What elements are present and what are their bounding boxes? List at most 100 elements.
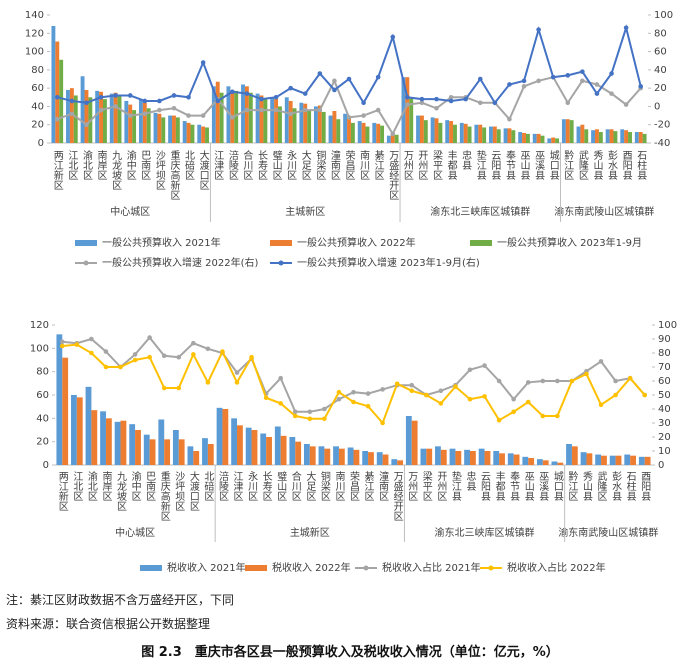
legend-swatch (270, 240, 292, 246)
bar (172, 430, 179, 465)
bar (324, 448, 331, 465)
bar (178, 439, 185, 465)
bar (226, 86, 231, 143)
bar (321, 111, 326, 143)
line-marker (565, 100, 571, 106)
bar (274, 426, 281, 465)
line-marker (317, 107, 323, 113)
x-tick-label: 綦江区 (372, 149, 384, 180)
chart: 020406080100120140-40-20020406080100两江新区… (25, 10, 677, 574)
bar (365, 126, 370, 143)
bar (343, 113, 348, 143)
bar (507, 128, 512, 143)
bar (547, 138, 552, 143)
line-marker (273, 94, 279, 100)
y-tick-label: 80 (31, 65, 44, 76)
bar (478, 124, 483, 143)
x-tick-label: 梁平区 (420, 470, 432, 501)
line-marker (127, 113, 133, 118)
y2-tick-label: 80 (654, 28, 667, 39)
x-tick-label: 云阳县 (479, 471, 491, 502)
bar (598, 132, 603, 143)
line-marker (409, 382, 415, 388)
y2-tick-label: -40 (654, 138, 670, 149)
bar (380, 125, 385, 143)
bar (124, 100, 129, 143)
line-marker (317, 71, 323, 76)
legend-label: 税收收入 2022年 (272, 561, 351, 574)
bar (274, 99, 279, 143)
bar (318, 446, 325, 465)
x-tick-label: 丰都县 (493, 470, 505, 502)
line-marker (642, 392, 648, 398)
legend-label: 税收收入 2021年 (167, 561, 246, 574)
bar (284, 97, 289, 143)
bar (201, 126, 206, 143)
legend-label: 一般公共预算收入 2022年 (297, 236, 416, 249)
bar (453, 124, 457, 143)
x-tick-label: 渝北区 (85, 470, 97, 501)
line-marker (171, 105, 177, 111)
bar (85, 386, 92, 465)
line-marker (191, 352, 196, 357)
y2-tick-label: 10 (658, 446, 671, 457)
y2-tick-label: 90 (658, 334, 671, 345)
line-marker (322, 406, 327, 412)
line-marker (230, 89, 235, 95)
line-marker (375, 107, 381, 113)
bar (197, 124, 202, 143)
bar (644, 456, 651, 465)
bar (245, 427, 252, 465)
x-tick-label: 铜梁区 (318, 471, 330, 501)
x-tick-label: 城口县 (551, 471, 563, 502)
bar (102, 99, 107, 143)
x-tick-label: 大渡口区 (197, 149, 209, 190)
x-tick-label: 九龙坡区 (110, 150, 122, 190)
line-marker (54, 94, 60, 100)
bar (338, 448, 345, 465)
line-marker (477, 100, 483, 106)
x-tick-label: 北碚区 (183, 150, 195, 180)
bar (161, 117, 166, 143)
bar (566, 444, 572, 465)
bar (416, 115, 420, 143)
bar (51, 25, 56, 143)
bar (332, 111, 337, 143)
x-tick-label: 长寿区 (260, 471, 272, 501)
bar (222, 409, 229, 465)
bar (187, 446, 194, 465)
bar (419, 115, 424, 143)
bar (84, 89, 89, 143)
x-tick-label: 潼南区 (377, 470, 389, 501)
line-marker (288, 111, 293, 117)
bar (630, 455, 636, 465)
bar (266, 437, 272, 465)
bar (91, 410, 98, 465)
x-tick-label: 万盛经开区 (391, 471, 403, 521)
bar (518, 132, 523, 143)
line-marker (361, 100, 366, 106)
line-marker (54, 116, 60, 122)
line-marker (161, 385, 167, 391)
bar (353, 449, 360, 465)
bar (66, 89, 70, 143)
y-tick-label: 60 (31, 83, 44, 94)
line-marker (463, 96, 468, 102)
line-marker (103, 364, 109, 370)
bar (357, 121, 362, 143)
x-tick-label: 两江新区 (56, 471, 68, 511)
line-marker (375, 74, 381, 80)
y-tick-label: 20 (36, 437, 49, 448)
bar (561, 119, 566, 143)
line-marker (278, 401, 283, 406)
bar (542, 460, 549, 465)
bar (536, 133, 541, 143)
bar (409, 98, 414, 143)
line-marker (89, 350, 94, 356)
line-marker (142, 111, 148, 117)
bar (405, 416, 412, 465)
x-tick-label: 江津区 (212, 150, 224, 180)
legend-label: 一般公共预算收入增速 2022年(右) (102, 256, 259, 269)
line-marker (84, 100, 89, 106)
bar (513, 454, 520, 465)
